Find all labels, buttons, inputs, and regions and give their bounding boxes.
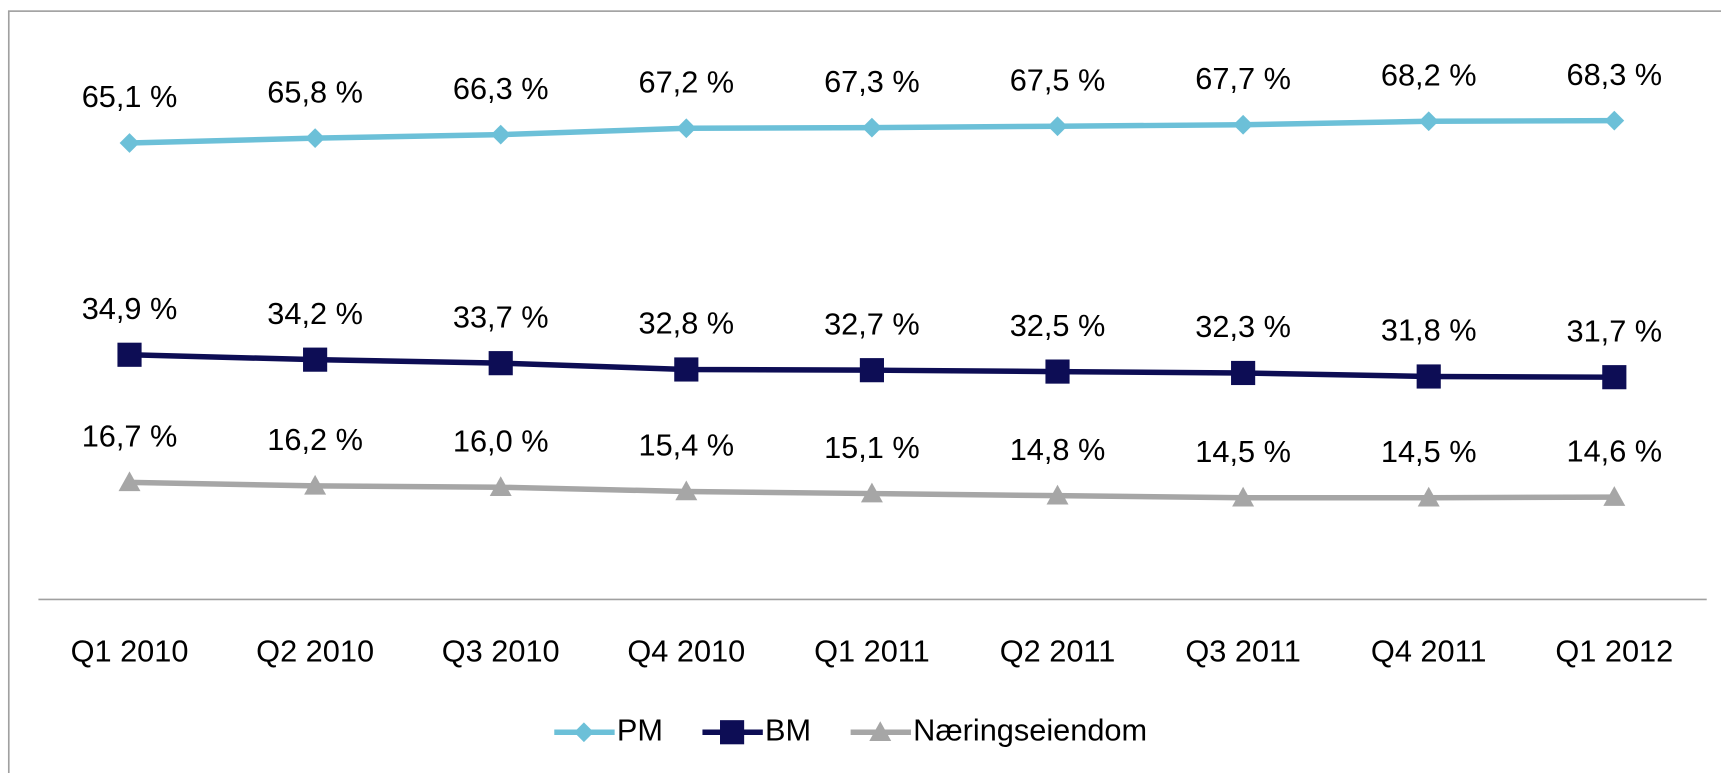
legend-marker [869,721,892,742]
marker [1603,486,1626,506]
x-tick-label: Q1 2011 [814,633,930,668]
marker [304,474,327,495]
x-tick-label: Q4 2010 [627,633,745,668]
marker [1602,365,1627,390]
data-label: 67,7 % [1195,61,1291,96]
legend-label: BM [765,712,811,747]
data-label: 14,5 % [1195,434,1291,469]
data-label: 34,9 % [82,291,178,326]
data-label: 16,2 % [267,422,363,457]
marker [862,117,882,138]
data-label: 67,5 % [1010,62,1106,97]
data-label: 68,2 % [1381,58,1477,93]
marker [1045,359,1070,384]
data-label: 31,8 % [1381,313,1477,348]
marker [1046,484,1069,505]
marker [489,476,512,497]
data-label: 31,7 % [1566,313,1662,348]
marker [1231,360,1256,386]
marker [1418,111,1439,132]
data-label: 67,3 % [824,64,920,99]
marker [119,133,140,153]
marker [859,358,884,383]
data-label: 66,3 % [453,71,549,106]
data-label: 15,4 % [638,428,734,463]
marker [303,347,328,372]
marker [1417,486,1440,507]
data-label: 33,7 % [453,299,549,334]
data-label: 32,5 % [1010,308,1106,343]
marker [1232,486,1255,507]
data-label: 32,8 % [638,306,734,341]
data-label: 14,8 % [1010,432,1106,467]
marker [675,480,698,501]
legend-marker [574,722,594,743]
marker [1416,364,1441,389]
marker [118,471,141,492]
x-tick-label: Q2 2011 [1000,633,1116,668]
data-label: 32,7 % [824,306,920,341]
data-label: 65,8 % [267,74,363,109]
data-label: 16,0 % [453,423,549,458]
data-label: 14,5 % [1381,434,1477,469]
marker [860,482,883,503]
marker [488,351,513,376]
legend-marker [720,720,745,745]
data-label: 34,2 % [267,296,363,331]
x-tick-label: Q2 2010 [256,633,374,668]
data-label: 16,7 % [82,419,178,454]
data-label: 65,1 % [82,79,178,114]
data-label: 14,6 % [1566,433,1662,468]
marker [1233,114,1253,135]
x-tick-label: Q4 2011 [1371,633,1487,668]
legend-label: Næringseiendom [913,712,1147,747]
x-tick-label: Q1 2010 [71,633,189,668]
data-label: 68,3 % [1566,57,1662,92]
x-tick-label: Q3 2011 [1185,633,1301,668]
x-tick-label: Q1 2012 [1555,633,1673,668]
x-tick-label: Q3 2010 [442,633,560,668]
marker [674,357,699,382]
legend-label: PM [617,712,663,747]
data-label: 67,2 % [638,65,734,100]
data-label: 32,3 % [1195,309,1291,344]
marker [117,342,142,367]
data-label: 15,1 % [824,430,920,465]
